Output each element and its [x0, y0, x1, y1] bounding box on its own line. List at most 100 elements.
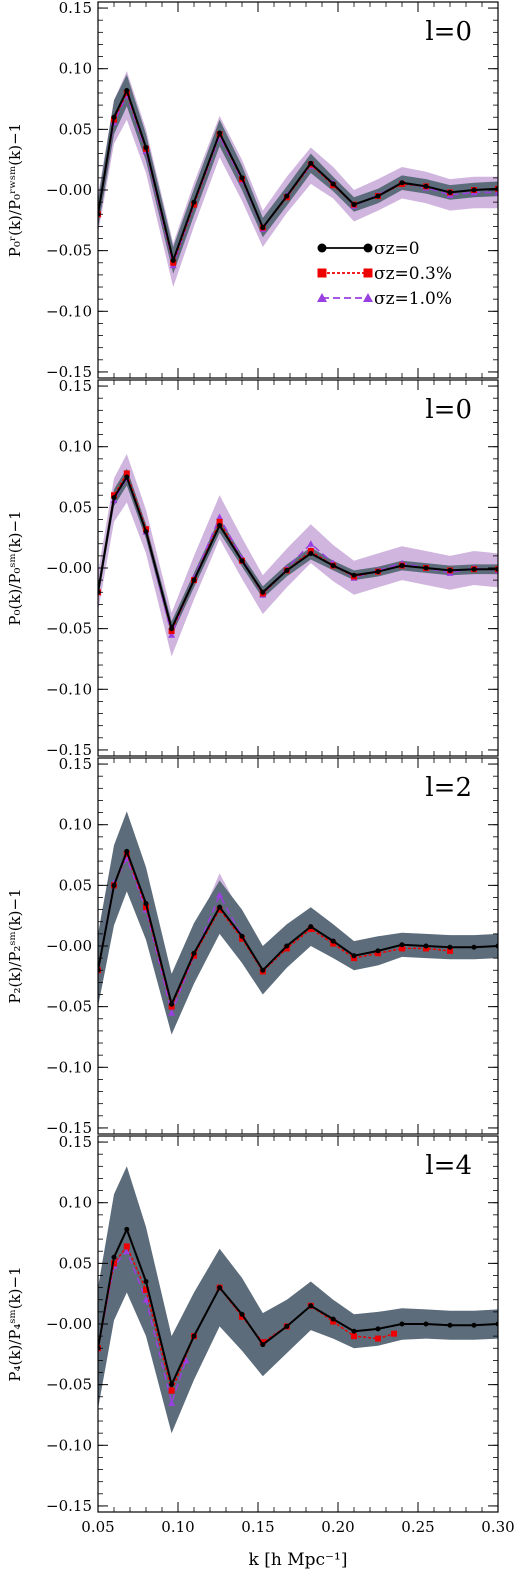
y-tick-label: −0.15 [46, 363, 92, 381]
y-tick-label: −0.10 [46, 680, 92, 698]
data-point [447, 567, 453, 573]
data-point [375, 193, 381, 199]
x-tick-label: 0.05 [81, 1518, 114, 1536]
data-point [330, 563, 336, 569]
data-point [447, 947, 453, 954]
y-tick-label: −0.05 [46, 998, 92, 1016]
data-point [330, 1316, 336, 1322]
y-tick-label: 0.15 [59, 1133, 92, 1151]
y-tick-label: 0.10 [59, 438, 92, 456]
data-point [351, 1328, 357, 1334]
data-point [471, 566, 477, 572]
data-point [168, 1387, 175, 1394]
data-point [124, 848, 130, 854]
data-point [170, 257, 176, 263]
y-tick-label: −0.10 [46, 302, 92, 320]
x-tick-label: 0.25 [401, 1518, 434, 1536]
data-point [217, 523, 223, 529]
data-point [169, 1001, 175, 1007]
data-point [191, 950, 197, 956]
legend: σz=0 σz=0.3% σz=1.0% [317, 239, 452, 309]
data-point [471, 944, 477, 950]
legend-entry: σz=0 [317, 239, 420, 259]
x-tick-label: 0.20 [321, 1518, 354, 1536]
data-point [217, 904, 223, 910]
plot-area [98, 1166, 498, 1434]
plot-area [98, 454, 498, 657]
error-band-sigma0 [98, 811, 498, 1035]
data-point [143, 1287, 149, 1294]
data-point [191, 1333, 197, 1339]
data-point [399, 945, 405, 952]
x-tick-label: 0.30 [481, 1518, 514, 1536]
legend-marker [363, 293, 373, 302]
y-tick-label: −0.15 [46, 741, 92, 759]
data-point [351, 1333, 357, 1340]
data-point [143, 145, 149, 151]
y-tick-label: −0.00 [46, 937, 92, 955]
y-tick-label: −0.10 [46, 1058, 92, 1076]
data-point [216, 518, 223, 525]
plot-area [98, 811, 498, 1035]
y-axis-label: P₀ʳ(k)/P₀ʳʷˢᵐ(k)−1 [6, 123, 24, 257]
data-point [447, 1322, 453, 1328]
data-point [239, 175, 245, 181]
legend-label: σz=1.0% [374, 289, 452, 309]
data-point [143, 901, 149, 907]
data-point [307, 540, 315, 547]
data-point [375, 948, 381, 954]
data-point [239, 933, 245, 939]
data-point [351, 953, 357, 959]
chart-panel-1: −0.15 −0.10 −0.05 −0.00 0.05 0.10 0.15 l=0 P₀ʳ(k… [6, 0, 499, 381]
legend-marker [317, 268, 327, 278]
x-tick-label: 0.10 [161, 1518, 194, 1536]
data-point [423, 565, 429, 571]
data-point [168, 631, 176, 638]
data-point [447, 944, 453, 950]
data-point [375, 569, 381, 575]
chart-panel-4: −0.15 −0.10 −0.05 −0.00 0.05 0.10 0.15 0.05 0.10… [6, 1133, 515, 1536]
y-tick-label: 0.15 [59, 755, 92, 773]
data-point [168, 1399, 176, 1406]
panel-label: l=0 [425, 17, 472, 47]
x-axis-label: k [h Mpc⁻¹] [249, 1550, 348, 1570]
y-tick-label: −0.05 [46, 1376, 92, 1394]
data-point [423, 183, 429, 189]
data-point [111, 495, 117, 501]
data-point [169, 626, 175, 632]
legend-marker [363, 268, 373, 278]
data-point [143, 1279, 149, 1285]
data-point [308, 550, 314, 556]
y-tick-label: −0.05 [46, 620, 92, 638]
data-point [124, 88, 130, 94]
data-point [284, 193, 290, 199]
data-point [423, 943, 429, 949]
data-point [111, 1254, 117, 1260]
y-tick-label: 0.05 [59, 120, 92, 138]
data-point [471, 187, 477, 193]
series-line-1 [98, 851, 451, 1009]
data-point [216, 513, 224, 521]
data-point [260, 1342, 266, 1348]
y-tick-label: −0.15 [46, 1497, 92, 1515]
error-band-sigma0 [98, 74, 498, 274]
panel-label: l=4 [425, 1151, 472, 1181]
y-tick-label: 0.15 [59, 377, 92, 395]
data-point [111, 114, 117, 120]
data-point [191, 199, 197, 205]
data-point [123, 1247, 131, 1255]
data-point [124, 1226, 130, 1232]
data-point [399, 1321, 405, 1327]
data-point [351, 572, 357, 578]
data-point [423, 1321, 429, 1327]
plot-area [98, 71, 498, 287]
data-point [123, 470, 130, 477]
y-tick-label: 0.05 [59, 1254, 92, 1272]
y-tick-label: −0.10 [46, 1436, 92, 1454]
chart-panel-3: −0.15 −0.10 −0.05 −0.00 0.05 0.10 0.15 l=2 P₂(k)… [6, 755, 499, 1137]
y-tick-label: 0.05 [59, 498, 92, 516]
data-point [399, 563, 405, 569]
y-tick-label: −0.05 [46, 242, 92, 260]
data-point [260, 225, 266, 231]
